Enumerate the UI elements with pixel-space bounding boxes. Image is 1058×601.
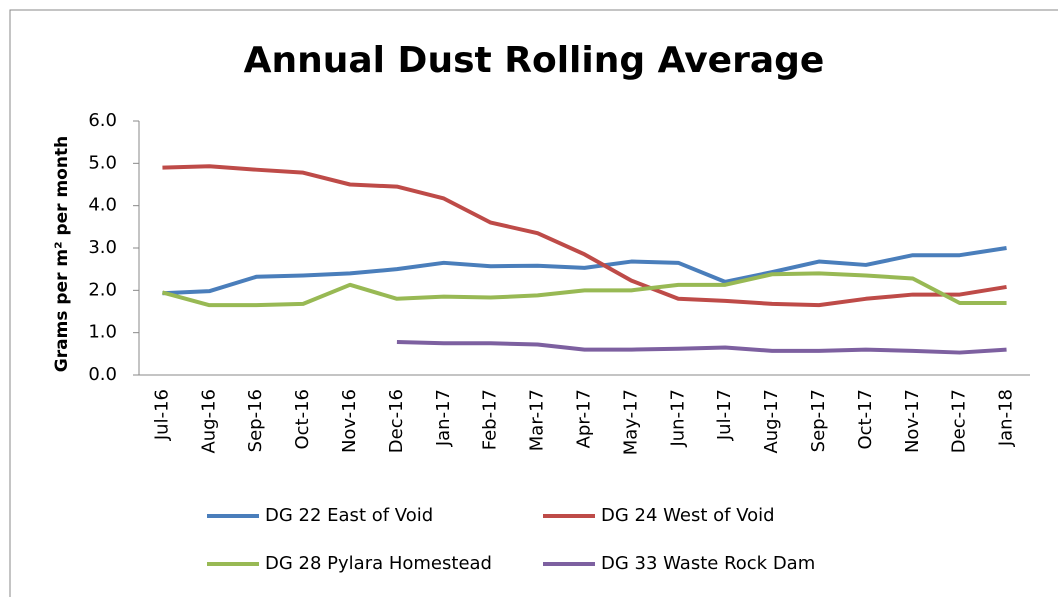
y-tick-label: 4.0 [88,195,117,216]
legend-label: DG 33 Waste Rock Dam [601,553,815,574]
y-tick-label: 3.0 [88,237,117,258]
x-tick-label: Sep-16 [245,389,266,452]
x-tick-label: Jul-17 [714,389,735,441]
x-tick-label: Aug-16 [198,389,219,454]
y-tick-label: 5.0 [88,152,117,173]
x-tick-label: Mar-17 [527,389,548,451]
chart-title: Annual Dust Rolling Average [244,40,825,81]
series-line [161,271,1007,308]
series-line [162,164,1007,308]
x-tick-label: Jun-17 [667,389,688,448]
y-tick-label: 2.0 [88,279,117,300]
x-tick-label: Jul-16 [151,389,172,441]
legend-label: DG 22 East of Void [265,505,433,526]
x-tick-label: Dec-16 [386,389,407,453]
x-tick-label: Apr-17 [574,389,595,448]
y-axis-label: Grams per m² per month [52,136,72,372]
x-tick-label: Jan-17 [433,389,454,447]
x-tick-label: May-17 [620,389,641,455]
legend-label: DG 24 West of Void [601,505,775,526]
x-tick-label: Nov-16 [339,389,360,453]
x-tick-label: Feb-17 [480,389,501,450]
x-tick-label: Oct-16 [292,389,313,450]
y-tick-label: 0.0 [88,364,117,385]
x-tick-label: Jan-18 [996,389,1017,447]
x-tick-label: Nov-17 [902,389,923,453]
x-tick-label: Aug-17 [761,389,782,454]
y-tick-label: 6.0 [88,110,117,131]
chart-frame [9,9,1058,601]
series-line [396,339,1007,355]
legend-label: DG 28 Pylara Homestead [265,553,492,574]
y-tick-label: 1.0 [88,322,117,343]
x-tick-label: Oct-17 [855,389,876,450]
x-tick-label: Sep-17 [808,389,829,452]
x-tick-label: Dec-17 [949,389,970,453]
series-line [162,246,1007,296]
